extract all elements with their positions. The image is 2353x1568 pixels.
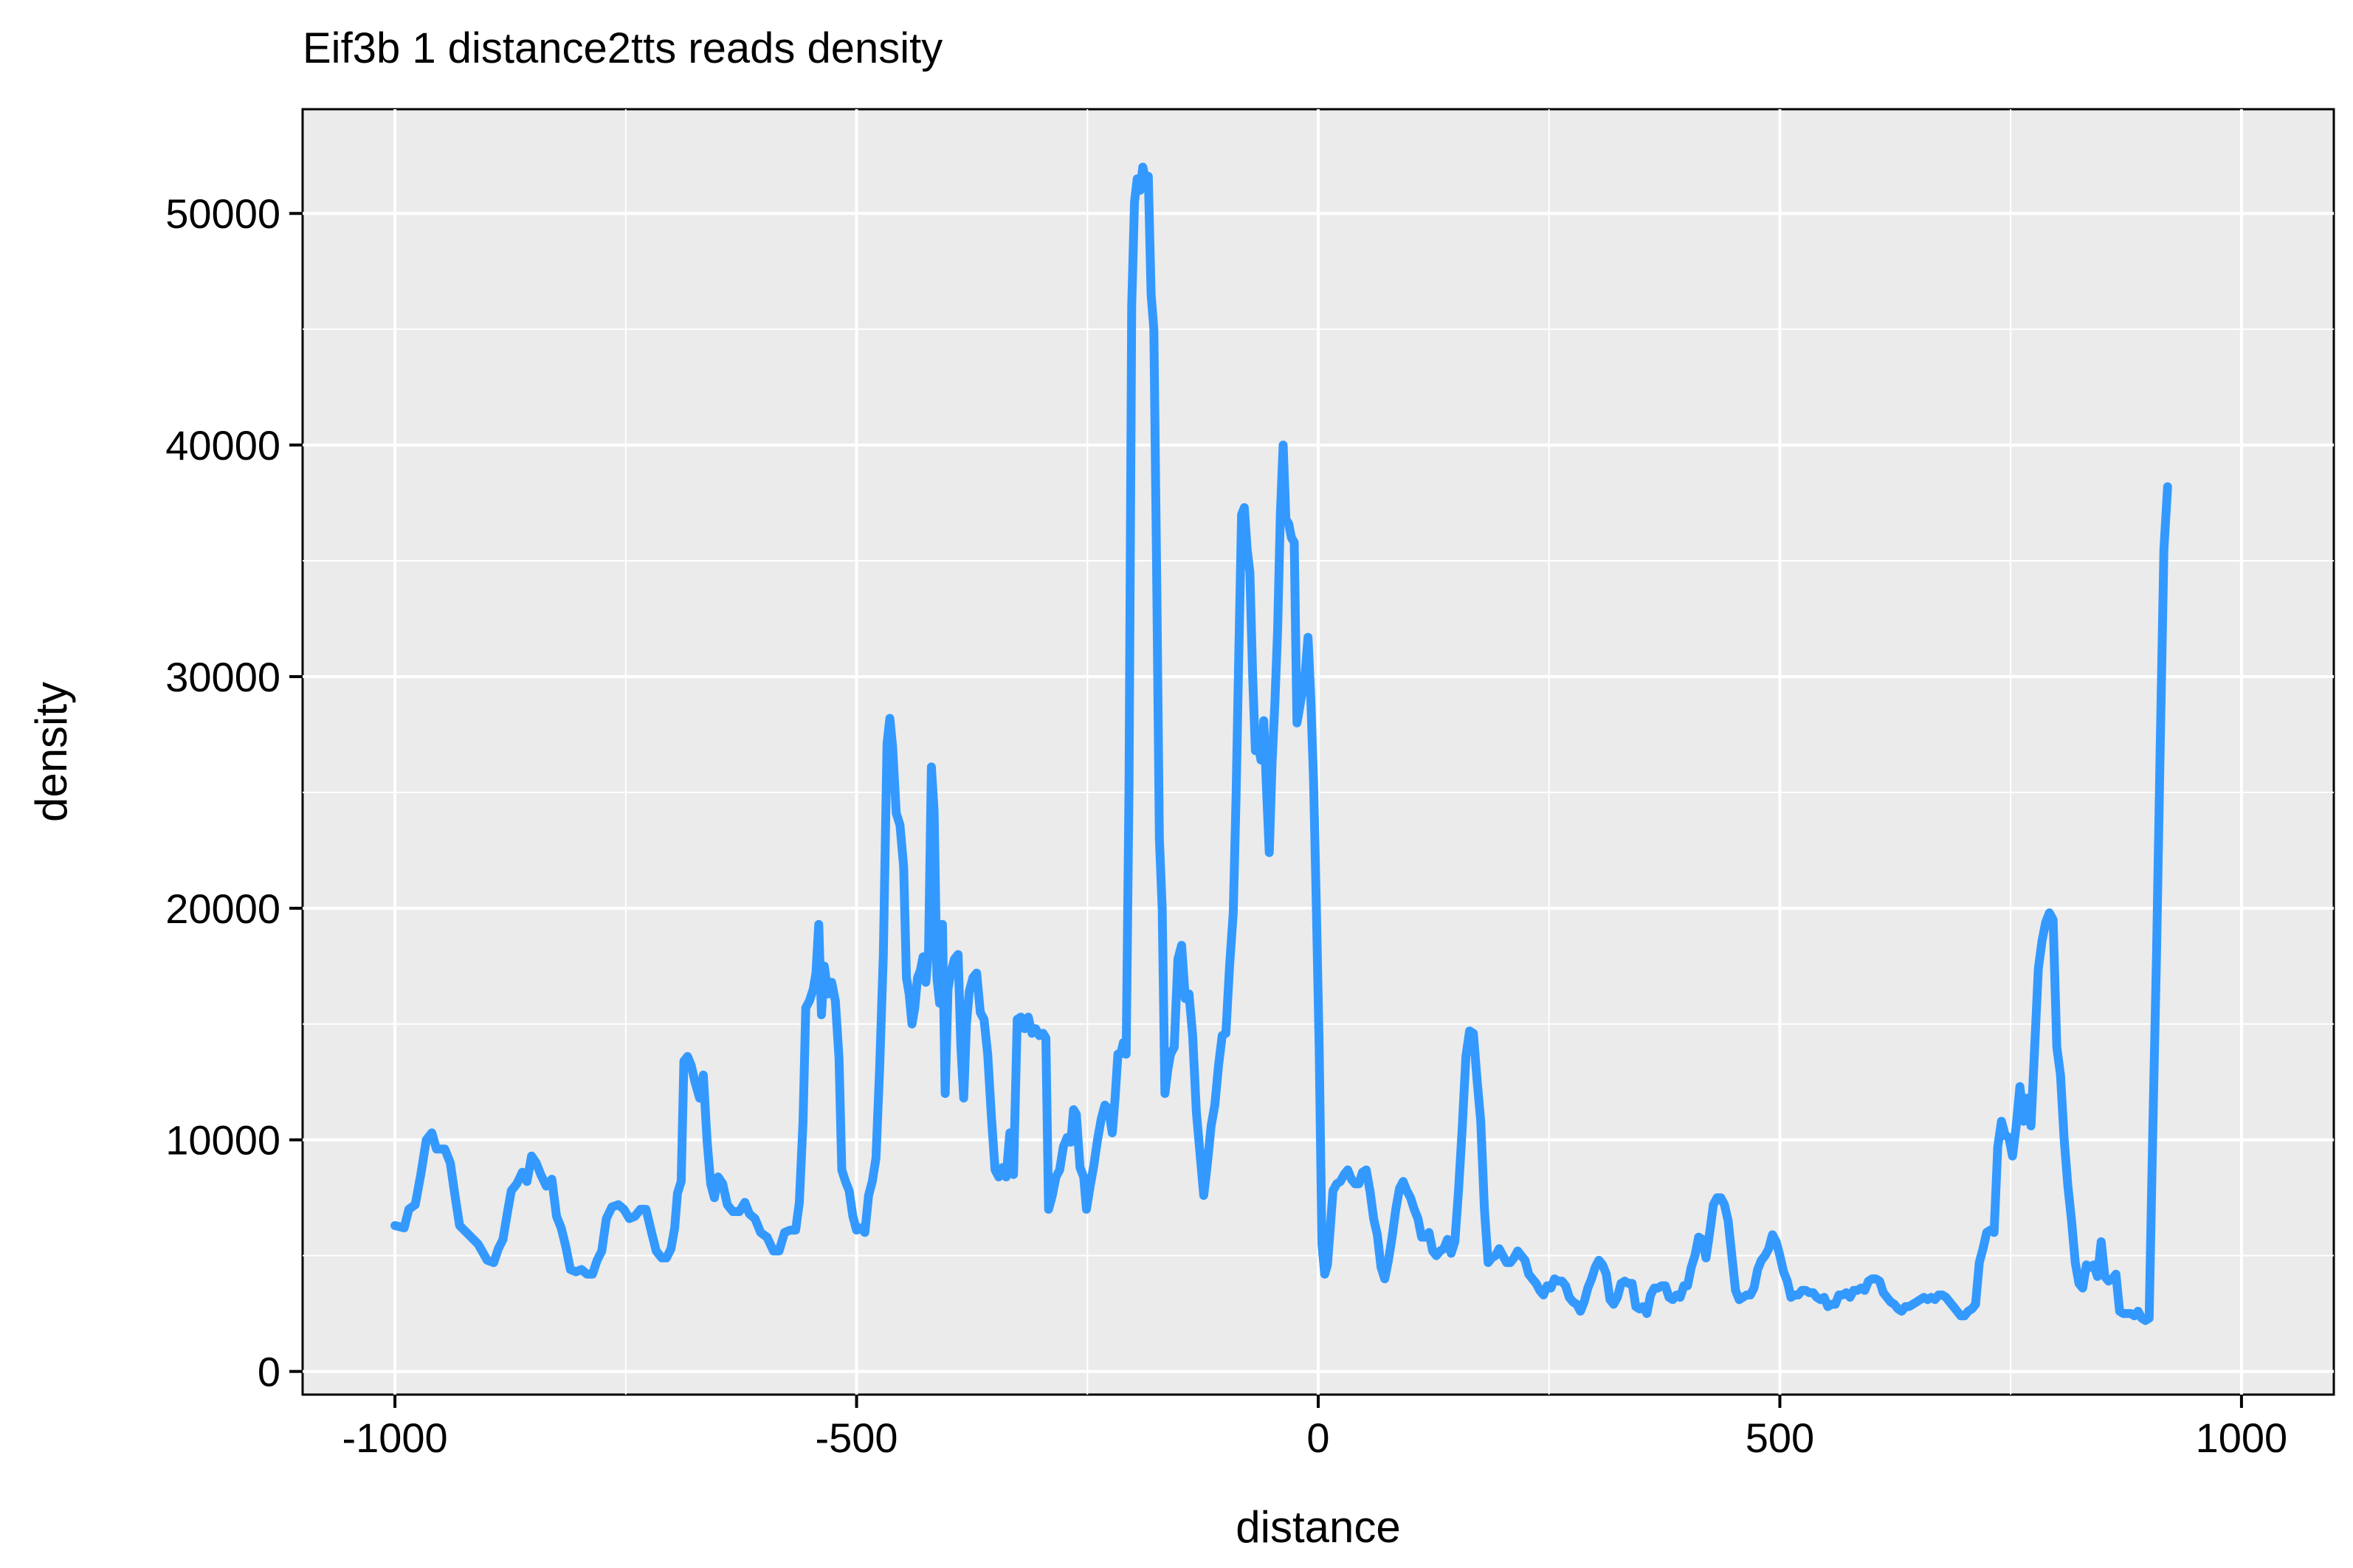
x-tick-label: 500	[1746, 1415, 1814, 1461]
y-tick-label: 0	[258, 1349, 280, 1395]
y-tick-label: 20000	[165, 885, 280, 932]
y-axis-title: density	[27, 682, 76, 822]
y-tick-label: 30000	[165, 654, 280, 700]
x-tick-label: -1000	[342, 1415, 447, 1461]
x-axis: -1000 -500 0 500 1000	[342, 1395, 2287, 1461]
y-tick-label: 40000	[165, 422, 280, 469]
x-tick-label: 0	[1306, 1415, 1329, 1461]
chart-title: Eif3b 1 distance2tts reads density	[303, 24, 943, 72]
x-tick-label: -500	[815, 1415, 898, 1461]
density-line	[390, 162, 2172, 1325]
x-tick-label: 1000	[2196, 1415, 2288, 1461]
y-tick-label: 50000	[165, 190, 280, 237]
y-tick-label: 10000	[165, 1117, 280, 1164]
y-axis: 0 10000 20000 30000 40000 50000	[165, 190, 303, 1395]
x-axis-title: distance	[1236, 1502, 1400, 1552]
